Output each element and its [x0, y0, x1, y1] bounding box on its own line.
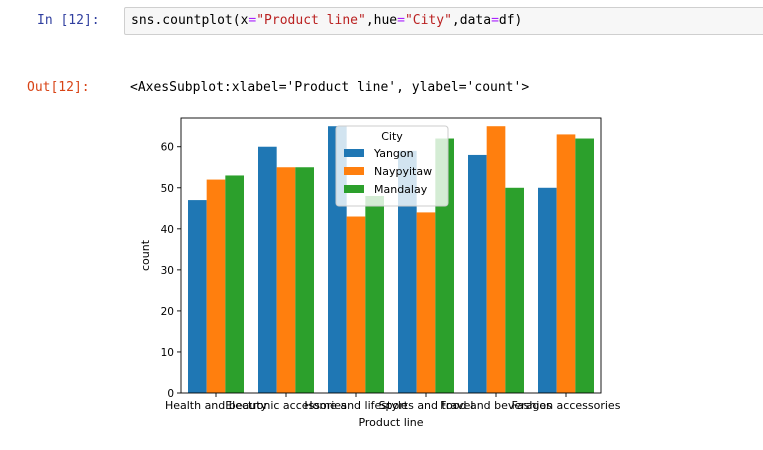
bar-naypyitaw-3 [416, 212, 436, 393]
bar-yangon-3 [398, 150, 417, 393]
code-fn: sns.countplot( [131, 13, 241, 28]
y-tick-label: 40 [161, 224, 174, 236]
output-text: <AxesSubplot:xlabel='Product line', ylab… [130, 80, 530, 95]
bar-mandalay-5 [575, 138, 594, 393]
x-tick-label: Sports and travel [379, 399, 474, 412]
bar-naypyitaw-0 [206, 179, 226, 393]
y-tick-label: 20 [161, 306, 174, 318]
y-tick-label: 0 [167, 388, 174, 400]
bar-mandalay-0 [225, 175, 244, 393]
x-axis-label: Product line [358, 416, 423, 429]
bar-yangon-0 [188, 200, 207, 393]
legend-title: City [381, 130, 403, 143]
code-x-kw: x [240, 13, 249, 28]
bar-naypyitaw-4 [486, 126, 506, 394]
output-prompt: Out[12]: [27, 80, 90, 95]
bar-mandalay-4 [505, 187, 524, 393]
input-prompt: In [12]: [37, 13, 100, 28]
bar-mandalay-2 [365, 195, 384, 393]
x-tick-label: Health and beauty [165, 399, 268, 412]
bar-mandalay-1 [295, 167, 314, 393]
y-tick-label: 30 [161, 265, 174, 277]
bar-naypyitaw-5 [556, 134, 576, 394]
input-cell: In [12]: sns.countplot(x="Product line",… [0, 0, 763, 70]
code-editor[interactable]: sns.countplot(x="Product line",hue="City… [124, 7, 763, 35]
bar-yangon-1 [258, 146, 277, 393]
x-tick-label: Food and beverages [440, 399, 552, 412]
code-close: ) [514, 13, 523, 28]
code-hue-val: "City" [404, 13, 452, 28]
axes-frame [180, 117, 602, 394]
bar-yangon-4 [468, 154, 487, 393]
code-x-val: "Product line" [256, 13, 366, 28]
x-tick-label: Home and lifestyle [304, 399, 408, 412]
legend-label-yangon: Yangon [373, 147, 414, 160]
legend-swatch-mandalay [344, 185, 364, 193]
x-tick-label: Fashion accessories [512, 399, 621, 412]
y-tick-label: 50 [161, 183, 174, 195]
code-data-kw: data [459, 13, 492, 28]
y-tick-label: 10 [161, 347, 174, 359]
bar-yangon-5 [538, 187, 557, 393]
legend-swatch-naypyitaw [344, 167, 364, 175]
legend-label-naypyitaw: Naypyitaw [374, 165, 432, 178]
bar-naypyitaw-1 [276, 167, 296, 393]
bar-naypyitaw-2 [346, 216, 366, 393]
y-tick-label: 60 [161, 142, 174, 154]
y-axis-label: count [139, 239, 152, 271]
x-tick-label: Electronic accessories [225, 399, 347, 412]
code-data-val: df [498, 13, 515, 28]
code-hue-kw: hue [373, 13, 398, 28]
legend-swatch-yangon [344, 149, 364, 157]
legend-label-mandalay: Mandalay [374, 183, 428, 196]
